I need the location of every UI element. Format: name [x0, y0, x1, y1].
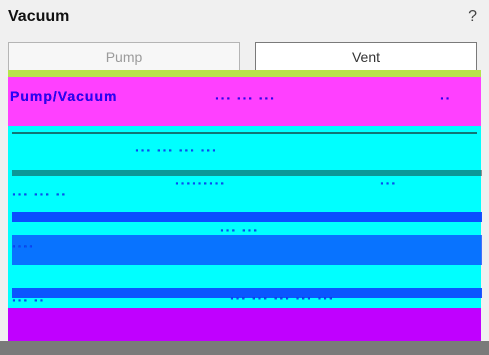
glitch-text: ········· [175, 175, 226, 191]
bottom-divider [0, 341, 489, 355]
artifact-stripe [12, 288, 482, 298]
artifact-band-bottom [8, 308, 481, 341]
glitch-text: ··· ··· ··· ··· ··· [230, 290, 335, 306]
artifact-stripe [12, 235, 482, 265]
glitch-text: ··· ··· ··· [215, 90, 276, 106]
glitch-text: ··· ··· ··· ··· [135, 142, 218, 158]
help-icon[interactable]: ? [468, 8, 477, 25]
glitch-text: ··· ·· [12, 292, 46, 308]
vent-button[interactable]: Vent [255, 42, 477, 72]
panel-title: Vacuum [8, 8, 70, 25]
artifact-stripe [12, 132, 477, 134]
glitch-text: ··· [380, 175, 397, 191]
glitch-text: Pump/Vacuum [10, 88, 118, 104]
artifact-band-top [8, 70, 481, 77]
artifact-stripe [12, 170, 482, 176]
artifact-stripe [12, 212, 482, 222]
glitch-text: ·· [440, 90, 452, 106]
glitch-text: ···· [12, 238, 35, 254]
pump-button[interactable]: Pump [8, 42, 240, 72]
glitch-text: ··· ··· [220, 222, 259, 238]
glitch-text: ··· ··· ·· [12, 186, 68, 202]
artifact-band-pink [8, 77, 481, 126]
